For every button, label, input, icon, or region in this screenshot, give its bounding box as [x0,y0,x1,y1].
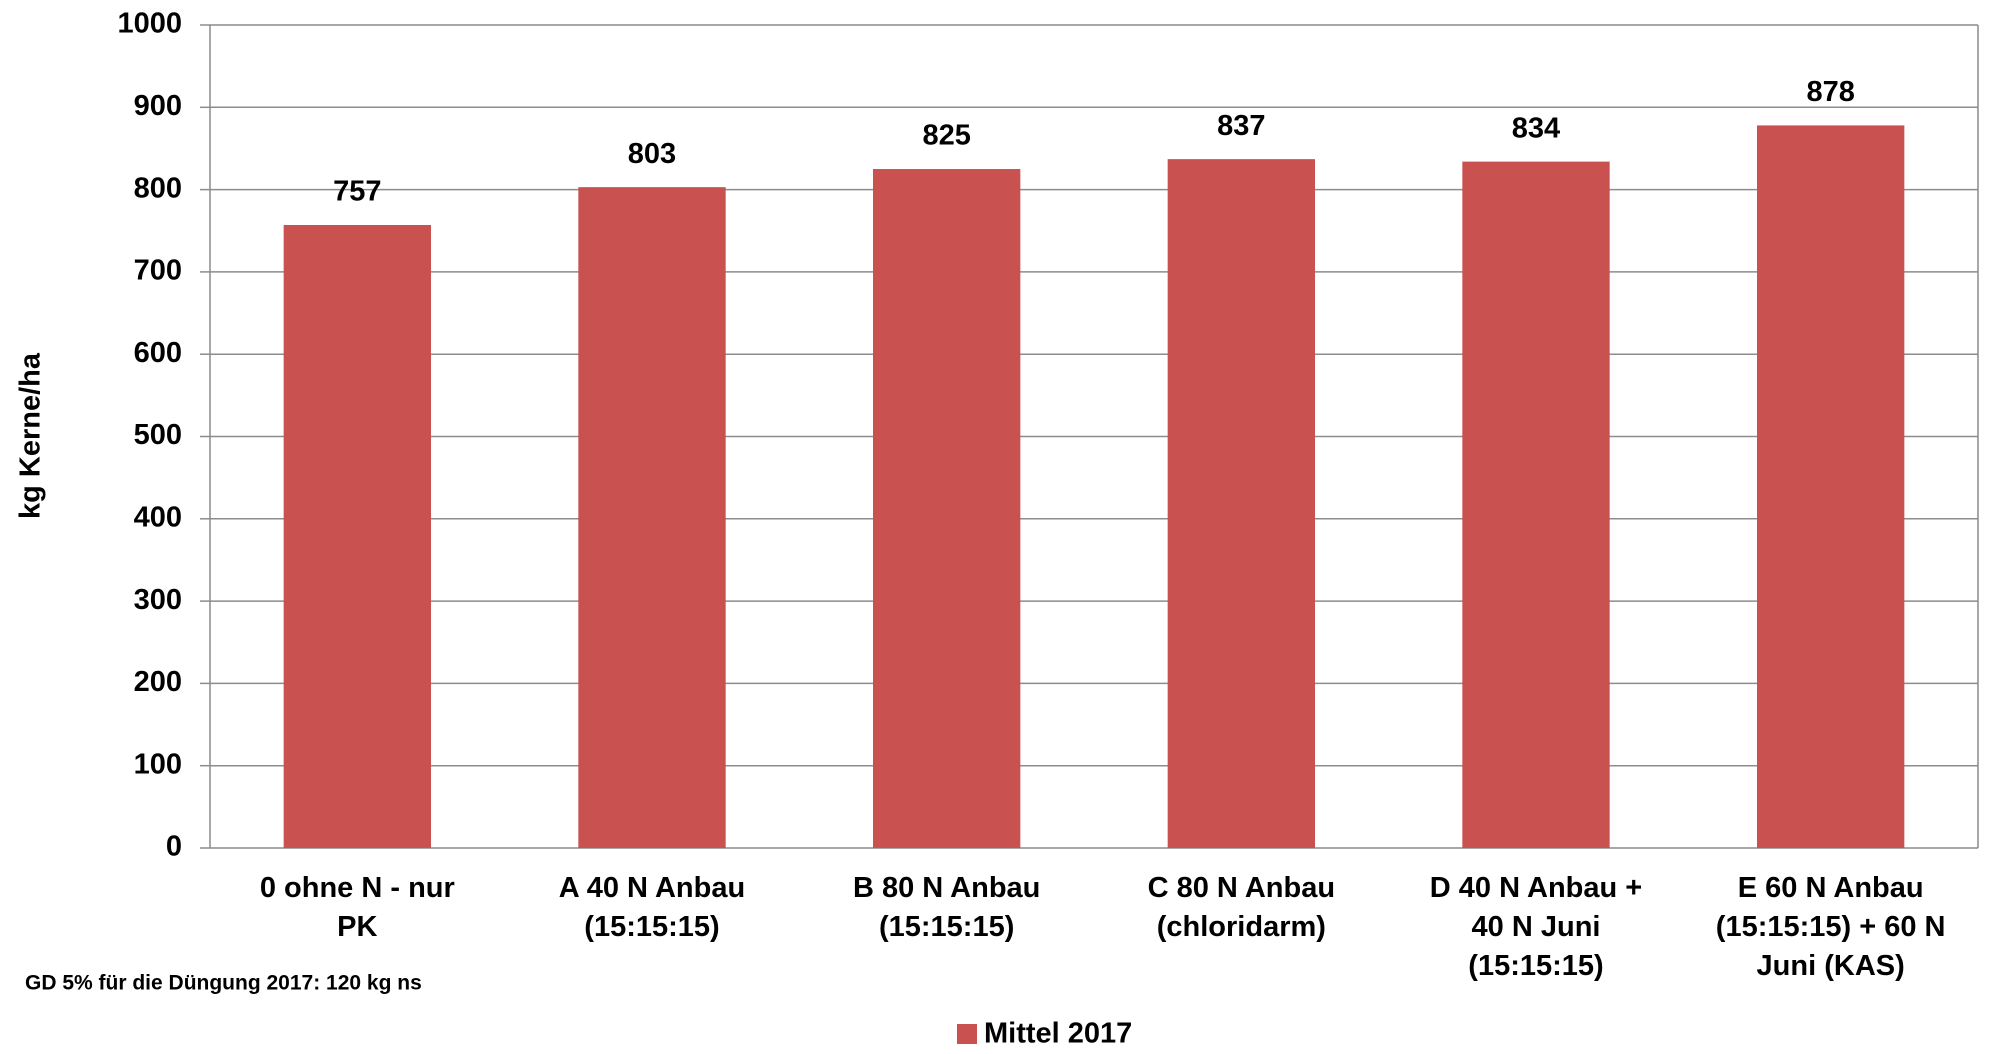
y-tick-label: 800 [134,172,182,204]
y-tick-label: 900 [134,90,182,122]
bar [1757,125,1905,848]
value-label: 825 [922,120,970,152]
y-axis-label: kg Kerne/ha [15,352,47,519]
note: GD 5% für die Düngung 2017: 120 kg ns [25,972,422,995]
y-tick-label: 600 [134,337,182,369]
y-tick-label: 1000 [117,8,182,40]
value-label: 878 [1806,76,1854,108]
y-tick-label: 400 [134,501,182,533]
x-tick-label: B 80 N Anbau (15:15:15) [853,872,1040,943]
value-label: 834 [1512,112,1560,144]
legend-swatch [957,1024,977,1044]
x-tick-label: C 80 N Anbau (chloridarm) [1148,872,1335,943]
x-tick-label: A 40 N Anbau (15:15:15) [559,872,745,943]
y-tick-label: 500 [134,419,182,451]
y-tick-label: 100 [134,748,182,780]
x-tick-label: E 60 N Anbau (15:15:15) + 60 N Juni (KAS) [1716,872,1946,982]
bar [283,224,431,848]
y-tick-label: 300 [134,584,182,616]
y-tick-label: 200 [134,666,182,698]
legend-label: Mittel 2017 [984,1018,1132,1050]
bar [578,187,726,849]
value-label: 757 [333,176,381,208]
x-tick-label: 0 ohne N - nur PK [260,872,455,943]
y-tick-label: 700 [134,255,182,287]
bar [1462,161,1610,849]
x-tick-label: D 40 N Anbau +40 N Juni (15:15:15) [1430,872,1642,982]
bar [873,169,1021,848]
value-label: 803 [628,138,676,170]
y-tick-label: 0 [166,831,182,863]
value-label: 837 [1217,110,1265,142]
bar [1167,159,1315,849]
